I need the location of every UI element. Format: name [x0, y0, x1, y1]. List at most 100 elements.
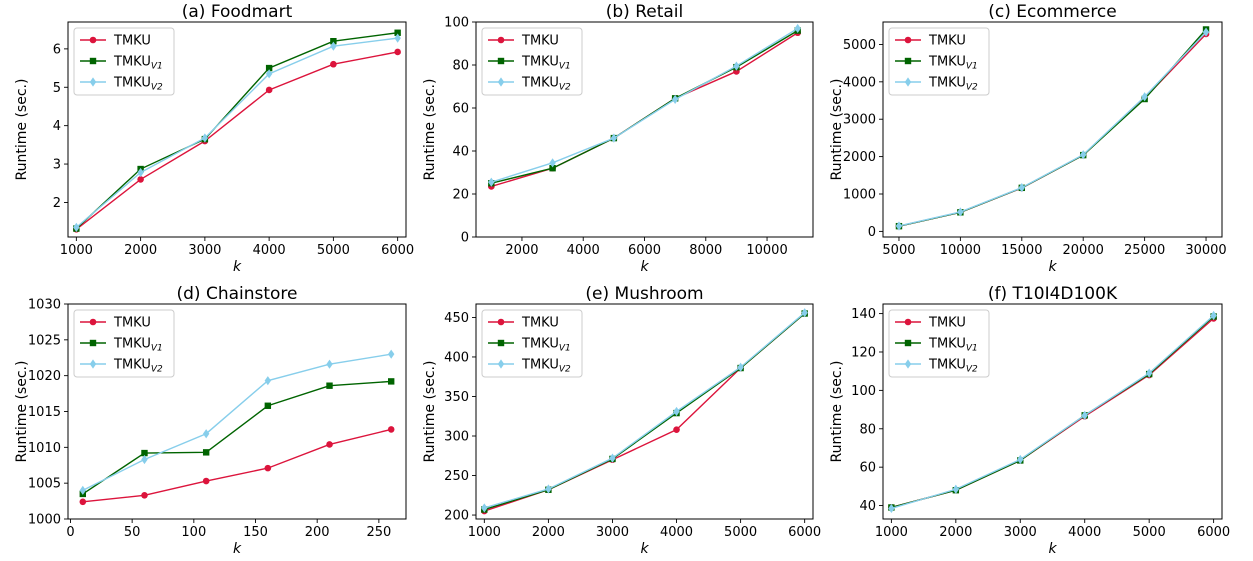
- legend-label-subscript: V2: [151, 83, 163, 93]
- legend-label-base: TMKU: [113, 337, 151, 352]
- data-point: [141, 492, 148, 499]
- legend-label: TMKUV2: [521, 358, 571, 375]
- legend-label: TMKUV1: [113, 337, 163, 354]
- legend-label-base: TMKU: [113, 316, 151, 331]
- x-axis-label: k: [1048, 259, 1057, 275]
- series-tmku-v1: [79, 378, 395, 498]
- y-tick-label: 300: [444, 430, 469, 445]
- data-point: [264, 464, 272, 472]
- y-tick-label: 5: [53, 81, 61, 96]
- y-tick-label: 400: [444, 350, 469, 365]
- legend-label: TMKUV2: [521, 76, 571, 93]
- x-tick-label: 0: [66, 525, 74, 540]
- x-tick-label: 8000: [689, 243, 722, 258]
- legend-box: [481, 27, 583, 96]
- y-tick-label: 3: [53, 158, 61, 173]
- x-axis-label: k: [233, 259, 242, 275]
- data-point: [137, 167, 144, 178]
- x-tick-label: 1000: [875, 525, 908, 540]
- x-tick-label: 4000: [253, 243, 286, 258]
- y-tick-label: 1020: [28, 369, 61, 384]
- x-tick-label: 2000: [532, 525, 565, 540]
- legend-marker: [904, 359, 912, 369]
- data-point: [264, 376, 272, 386]
- x-tick-label: 5000: [317, 243, 350, 258]
- x-tick-label: 25000: [1124, 243, 1165, 258]
- legend-label-base: TMKU: [113, 34, 151, 49]
- y-tick-label: 5000: [843, 38, 876, 53]
- series-line: [82, 380, 392, 495]
- x-tick-label: 250: [366, 525, 391, 540]
- data-point: [79, 498, 87, 506]
- subplot-1: (a) Foodmart Runtime (sec.) k 1000 2000 3000 4…: [14, 2, 414, 275]
- legend-marker: [89, 36, 97, 44]
- subplot-4: (d) Chainstore Runtime (sec.) k 0 50 100 150 20…: [14, 284, 407, 557]
- legend-marker: [904, 57, 912, 65]
- data-point: [888, 503, 895, 514]
- x-tick-label: 30000: [1185, 243, 1226, 258]
- data-point: [952, 484, 960, 494]
- series-tmku-v2: [895, 27, 1210, 231]
- data-point: [387, 426, 395, 433]
- data-point: [737, 362, 744, 372]
- data-point: [326, 359, 333, 369]
- series-line: [491, 27, 799, 183]
- legend-label-base: TMKU: [521, 76, 559, 91]
- y-tick-label: 40: [859, 499, 876, 514]
- legend-label-subscript: V2: [559, 365, 571, 375]
- data-point: [733, 61, 740, 71]
- data-point: [387, 378, 395, 385]
- series-tmku-v2: [79, 349, 395, 495]
- legend-label-base: TMKU: [113, 76, 151, 91]
- x-tick-label: 20000: [1063, 243, 1104, 258]
- data-point: [394, 48, 401, 56]
- data-point: [801, 308, 808, 318]
- subplot-title: (d) Chainstore: [176, 284, 297, 304]
- legend-marker: [497, 339, 505, 347]
- series-tmku-v2: [73, 33, 401, 233]
- legend-marker: [89, 339, 97, 347]
- x-tick-label: 3000: [596, 525, 629, 540]
- legend-label: TMKUV1: [928, 337, 978, 354]
- legend-box: [888, 309, 990, 378]
- x-tick-label: 1000: [468, 525, 501, 540]
- y-tick-label: 0: [868, 225, 876, 240]
- subplot-6: (f) T10I4D100K Runtime (sec.) k 1000 2000 300…: [829, 284, 1230, 557]
- y-tick-label: 2000: [843, 150, 876, 165]
- y-tick-label: 120: [851, 345, 876, 360]
- y-tick-label: 1010: [28, 441, 61, 456]
- data-point: [957, 207, 964, 217]
- legend-label-subscript: V2: [151, 365, 163, 375]
- legend-label: TMKUV2: [928, 76, 978, 93]
- x-tick-label: 100: [181, 525, 206, 540]
- legend-label: TMKU: [521, 316, 559, 331]
- data-point: [141, 454, 148, 465]
- x-tick-label: 10000: [746, 243, 787, 258]
- legend-label-subscript: V1: [559, 344, 571, 354]
- y-tick-label: 250: [444, 469, 469, 484]
- legend-label-base: TMKU: [521, 55, 559, 70]
- y-tick-label: 60: [452, 102, 469, 117]
- series-line: [82, 428, 392, 503]
- y-tick-label: 0: [461, 231, 469, 246]
- data-point: [265, 64, 273, 72]
- x-tick-label: 200: [305, 525, 330, 540]
- plot-frame: [67, 303, 407, 520]
- legend-label: TMKUV2: [928, 358, 978, 375]
- series-line: [75, 51, 398, 230]
- legend-label-subscript: V2: [966, 365, 978, 375]
- data-point: [1145, 368, 1153, 378]
- y-tick-label: 1000: [28, 513, 61, 528]
- series-line: [82, 353, 392, 491]
- x-axis-label: k: [233, 541, 242, 557]
- legend-marker: [89, 77, 97, 87]
- x-tick-label: 3000: [188, 243, 221, 258]
- data-point: [79, 485, 87, 495]
- legend-marker: [497, 57, 505, 65]
- legend-marker: [497, 359, 505, 369]
- legend-label-base: TMKU: [928, 76, 966, 91]
